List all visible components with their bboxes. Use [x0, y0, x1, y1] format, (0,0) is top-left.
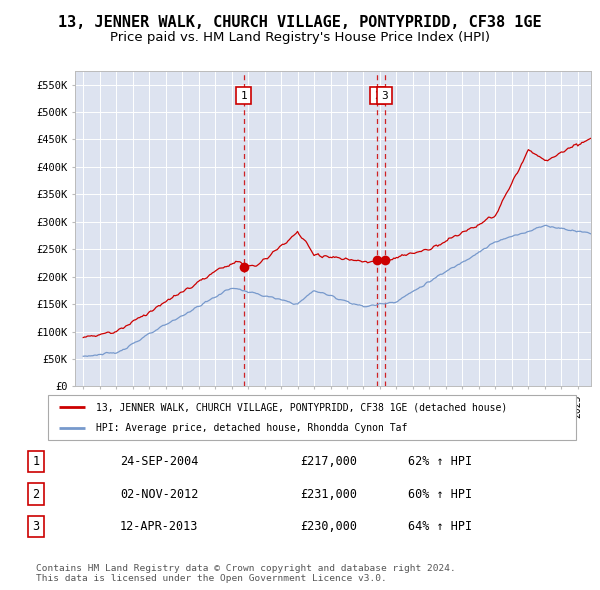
Text: 12-APR-2013: 12-APR-2013 [120, 520, 199, 533]
Text: 13, JENNER WALK, CHURCH VILLAGE, PONTYPRIDD, CF38 1GE (detached house): 13, JENNER WALK, CHURCH VILLAGE, PONTYPR… [95, 402, 507, 412]
Text: 60% ↑ HPI: 60% ↑ HPI [408, 487, 472, 501]
Text: 02-NOV-2012: 02-NOV-2012 [120, 487, 199, 501]
Text: £230,000: £230,000 [300, 520, 357, 533]
Text: 13, JENNER WALK, CHURCH VILLAGE, PONTYPRIDD, CF38 1GE: 13, JENNER WALK, CHURCH VILLAGE, PONTYPR… [58, 15, 542, 30]
Text: 2: 2 [32, 487, 40, 501]
Text: 1: 1 [32, 455, 40, 468]
Text: 64% ↑ HPI: 64% ↑ HPI [408, 520, 472, 533]
Text: 3: 3 [32, 520, 40, 533]
Text: 2: 2 [374, 90, 381, 100]
Text: 24-SEP-2004: 24-SEP-2004 [120, 455, 199, 468]
Text: 1: 1 [240, 90, 247, 100]
Text: Contains HM Land Registry data © Crown copyright and database right 2024.
This d: Contains HM Land Registry data © Crown c… [36, 563, 456, 583]
Text: £231,000: £231,000 [300, 487, 357, 501]
Text: Price paid vs. HM Land Registry's House Price Index (HPI): Price paid vs. HM Land Registry's House … [110, 31, 490, 44]
Text: HPI: Average price, detached house, Rhondda Cynon Taf: HPI: Average price, detached house, Rhon… [95, 422, 407, 432]
Text: 3: 3 [381, 90, 388, 100]
Text: 62% ↑ HPI: 62% ↑ HPI [408, 455, 472, 468]
Text: £217,000: £217,000 [300, 455, 357, 468]
